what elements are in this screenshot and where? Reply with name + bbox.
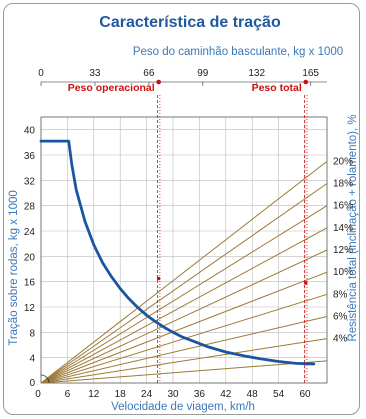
y-axis-tick-label: 32 [24, 176, 36, 187]
x-axis-tick-label: 0 [35, 389, 41, 400]
resistance-line-4pct [40, 338, 328, 384]
right-axis-label: Resistência total (inclinação + rolament… [347, 114, 359, 341]
right-axis-tick-label: 8% [333, 289, 348, 300]
rimpull-curve [39, 139, 316, 366]
top-axis-tick-label: 165 [302, 68, 319, 79]
resistance-line-18pct [40, 183, 328, 384]
chart-title: Característica de tração [99, 14, 281, 31]
y-axis-tick-label: 24 [24, 227, 36, 238]
right-axis-tick-label: 20% [333, 156, 353, 167]
x-axis-tick-label: 12 [88, 389, 100, 400]
y-axis-tick-label: 36 [24, 151, 36, 162]
top-axis-tick-label: 132 [248, 68, 265, 79]
right-axis-tick-label: 4% [333, 334, 348, 345]
top-axis-label: Peso do caminhão basculante, kg x 1000 [133, 46, 343, 58]
y-axis-tick-label: 4 [29, 354, 35, 365]
y-axis-tick-label: 28 [24, 202, 36, 213]
y-axis-label: Tração sobre rodas, kg x 1000 [8, 190, 20, 346]
resistance-line-20pct [40, 160, 328, 384]
chart-frame [3, 3, 360, 415]
resistance-line-16pct [40, 205, 328, 384]
x-axis-label: Velocidade de viagem, km/h [111, 401, 255, 413]
resistance-line-12pct [40, 249, 328, 384]
plot-area [40, 116, 328, 384]
weight-marker-dot [303, 79, 309, 85]
right-axis-tick-label: 14% [333, 223, 353, 234]
intersection-dot [156, 276, 161, 281]
x-axis-tick-label: 6 [65, 389, 71, 400]
y-axis-tick-label: 40 [24, 126, 36, 137]
weight-marker-dot [156, 79, 161, 85]
right-axis-tick-label: 10% [333, 267, 353, 278]
x-axis-tick-label: 24 [141, 389, 153, 400]
y-axis-tick-label: 0 [29, 378, 35, 389]
x-axis-tick-label: 36 [194, 389, 206, 400]
right-axis-tick-label: 18% [333, 179, 353, 190]
top-axis-tick-label: 66 [143, 68, 155, 79]
top-axis-tick-label: 0 [38, 68, 44, 79]
resistance-line-14pct [40, 227, 328, 384]
x-axis-tick-label: 48 [247, 389, 259, 400]
y-axis-tick-label: 20 [24, 252, 36, 263]
resistance-line-10pct [40, 271, 328, 384]
y-axis-tick-label: 16 [24, 278, 36, 289]
y-axis-tick-label: 12 [24, 303, 36, 314]
weight-annotation: Peso total [252, 82, 302, 94]
x-axis-tick-label: 60 [299, 389, 311, 400]
x-axis-tick-label: 42 [220, 389, 232, 400]
origin-arc [40, 374, 50, 384]
x-axis-tick-label: 18 [115, 389, 127, 400]
right-axis-tick-label: 12% [333, 245, 353, 256]
resistance-line-6pct [40, 316, 328, 384]
intersection-dot [303, 281, 308, 285]
weight-annotation: Peso operacional [68, 82, 155, 94]
right-axis-tick-label: 6% [333, 312, 348, 323]
resistance-line-2pct [40, 360, 328, 384]
top-axis-tick-label: 99 [197, 68, 209, 79]
x-axis-tick-label: 54 [273, 389, 285, 400]
x-axis-tick-label: 30 [167, 389, 179, 400]
y-axis-tick-label: 8 [29, 328, 35, 339]
right-axis-tick-label: 16% [333, 201, 353, 212]
top-axis-tick-label: 33 [89, 68, 101, 79]
